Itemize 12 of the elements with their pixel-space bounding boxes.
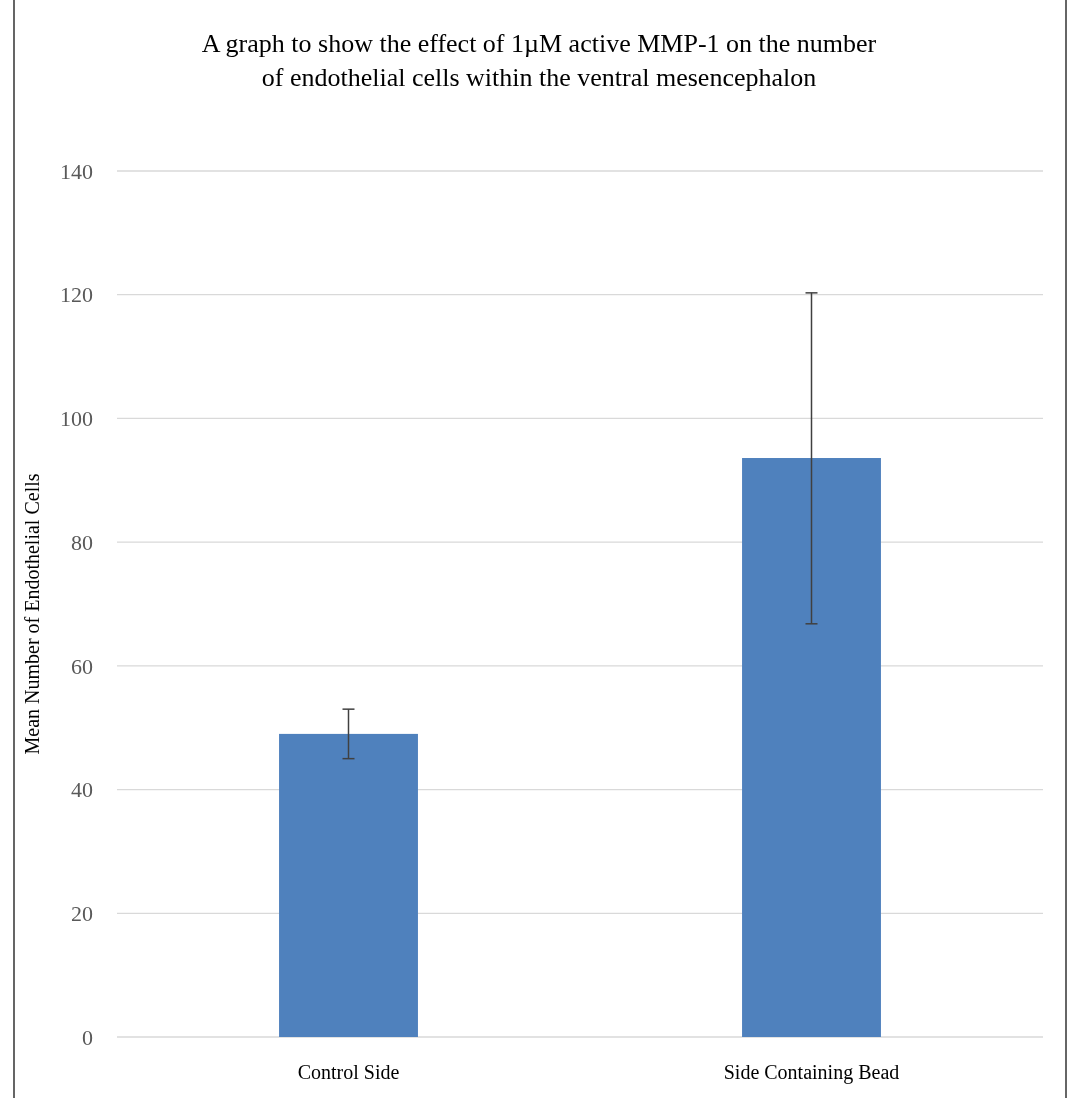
chart-title: A graph to show the effect of 1µM active MMP-1 on the number of endothelial cells within the ventral mesencephalon bbox=[201, 29, 877, 92]
y-tick-label: 60 bbox=[71, 653, 93, 679]
y-tick-label: 80 bbox=[71, 529, 93, 555]
y-axis-title: Mean Number of Endothelial Cells bbox=[21, 473, 43, 755]
y-tick-label: 0 bbox=[82, 1024, 93, 1050]
y-tick-label: 100 bbox=[60, 406, 93, 432]
y-tick-label: 40 bbox=[71, 777, 93, 803]
y-tick-label: 120 bbox=[60, 282, 93, 308]
x-tick-label: Side Containing Bead bbox=[723, 1061, 900, 1084]
y-tick-label: 20 bbox=[71, 900, 93, 926]
x-tick-label: Control Side bbox=[297, 1061, 400, 1083]
y-tick-label: 140 bbox=[60, 158, 93, 184]
